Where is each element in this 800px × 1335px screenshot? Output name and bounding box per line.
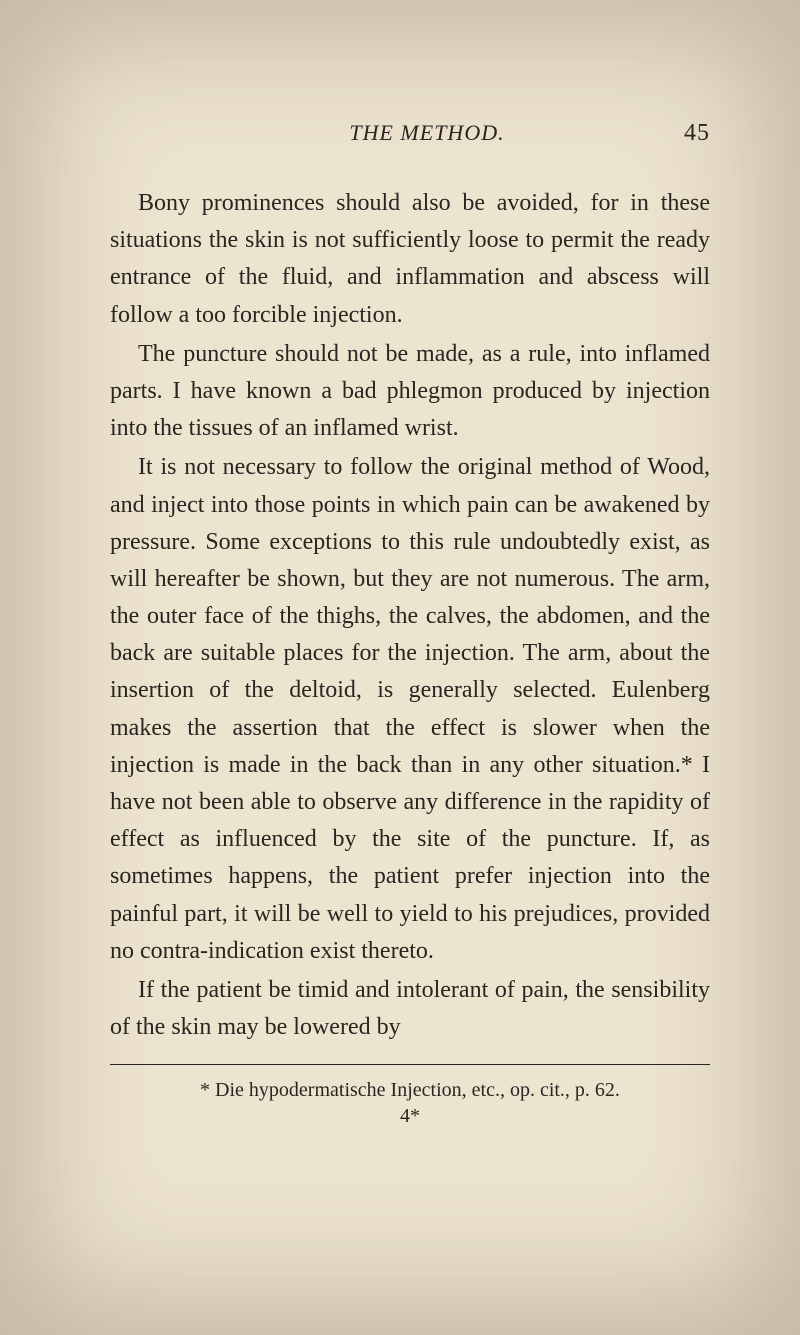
footnote-text: * Die hypodermatische Injection, etc., o… [110,1075,710,1105]
footnote-signature: 4* [110,1105,710,1128]
footnote-separator [110,1064,710,1065]
page-container: THE METHOD. 45 Bony prominences should a… [0,0,800,1208]
paragraph: If the patient be timid and intolerant o… [110,972,710,1046]
paragraph: Bony prominences should also be avoided,… [110,185,710,334]
running-title: THE METHOD. [110,120,684,147]
paragraph: It is not necessary to follow the origin… [110,449,710,970]
page-number: 45 [684,120,710,147]
body-text: Bony prominences should also be avoided,… [110,185,710,1046]
page-header: THE METHOD. 45 [110,120,710,147]
paragraph: The puncture should not be made, as a ru… [110,336,710,448]
